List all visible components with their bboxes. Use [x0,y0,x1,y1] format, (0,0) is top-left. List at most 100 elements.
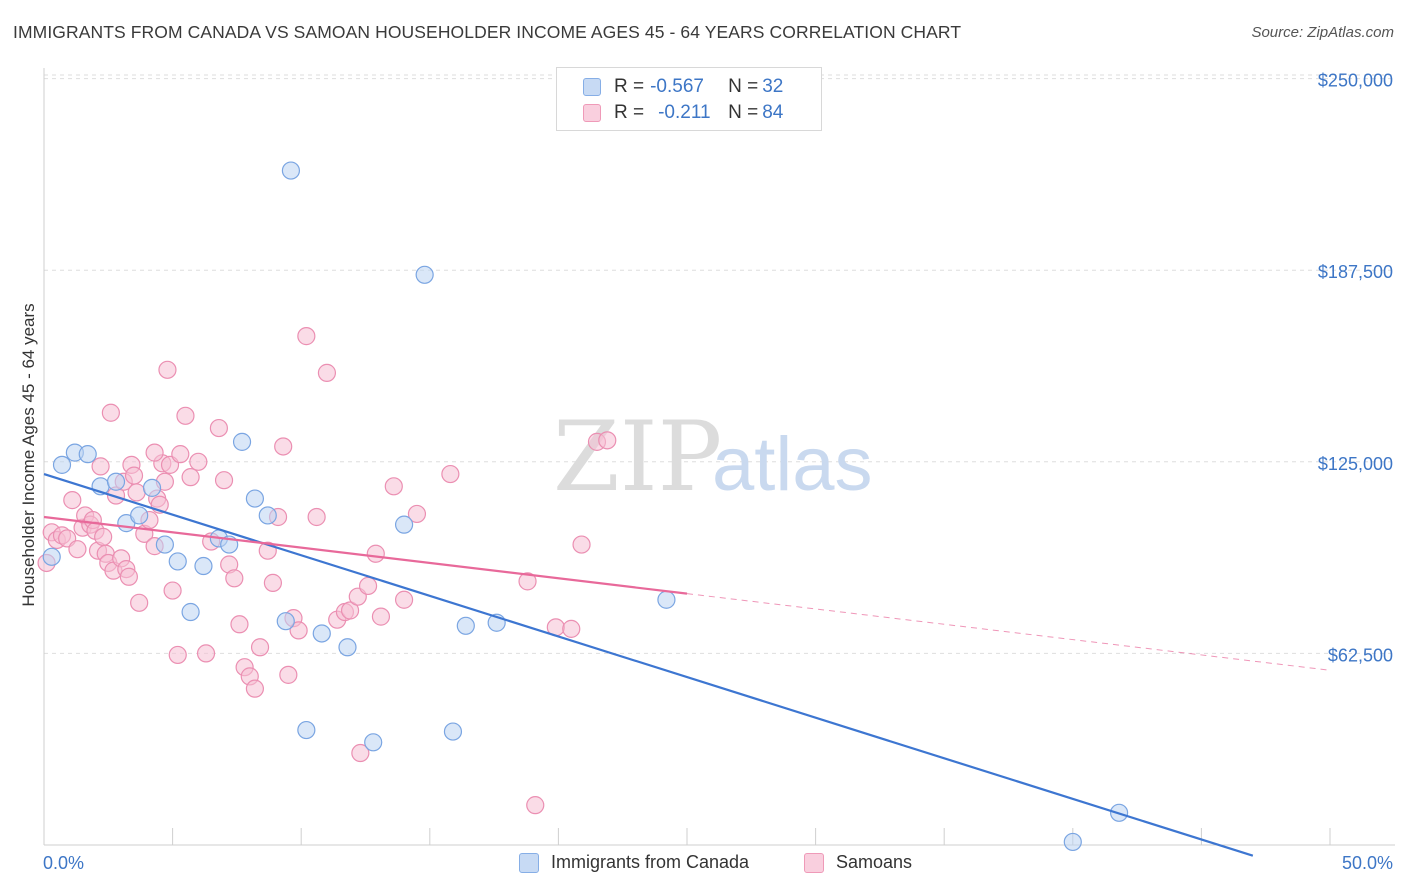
data-point [415,265,434,284]
data-point [245,679,265,698]
data-point [245,489,265,508]
data-point [168,552,187,571]
data-point [158,360,177,379]
legend-swatch-blue [583,78,601,96]
data-point [63,491,82,510]
data-point [263,573,283,592]
legend-n-value: 84 [762,102,784,123]
data-point [106,472,126,491]
data-point [52,455,72,474]
legend-row-samoans: R = -0.211 N = 84 [583,101,783,125]
legend-n-label: N = [728,76,759,97]
data-point [338,638,357,657]
gridlines [44,74,1395,654]
data-point [194,556,213,576]
data-point [364,733,383,752]
y-tick-label: $125,000 [1318,454,1393,474]
data-point [276,612,295,631]
data-point [91,457,110,476]
legend-r-label: R = [614,76,645,97]
data-point [657,590,676,609]
data-point [127,483,146,502]
data-point [274,437,293,456]
data-point [407,504,427,524]
data-point [145,443,164,462]
samoans-trend-line [43,515,688,595]
data-point [130,593,149,612]
data-point [518,572,537,591]
data-point [119,567,138,586]
data-point [163,581,182,600]
data-point [78,445,97,464]
y-tick-label: $187,500 [1318,262,1393,282]
data-point [196,644,216,663]
data-point [443,722,463,741]
data-point [42,547,61,566]
data-point [230,615,249,634]
data-point [340,601,360,620]
watermark: ZIP atlas [553,401,873,513]
legend-r-value: -0.211 [658,102,711,123]
data-point [456,616,475,635]
data-point [209,418,228,438]
data-point [384,477,403,496]
legend-swatch-pink [583,104,601,122]
data-point [142,478,162,497]
data-point [366,544,385,563]
data-point [358,576,378,596]
data-point [312,624,331,643]
legend-r-label: R = [614,102,645,123]
data-point [225,569,244,588]
data-point [68,540,87,559]
data-point [155,535,174,554]
data-point [307,507,326,527]
legend-swatch-pink [804,852,824,873]
data-point [181,602,200,622]
data-point [394,590,414,609]
y-tick-label: $250,000 [1318,71,1393,91]
bottom-legend-samoans: Samoans [804,852,912,873]
source-note: Source: ZipAtlas.com [1251,24,1394,41]
data-point [572,535,591,554]
data-point [351,743,370,763]
data-point [598,431,617,450]
data-point [94,527,113,547]
legend-series-name: Samoans [836,852,913,872]
data-point [297,327,316,346]
legend-r-value: -0.567 [650,76,704,97]
legend-n-label: N = [728,102,759,123]
data-point [101,403,120,422]
data-point [279,665,298,684]
bottom-legend-canada: Immigrants from Canada [519,852,749,873]
data-point [258,506,277,525]
data-point [562,619,581,638]
y-tick-labels: $62,500 $125,000 $187,500 $250,000 [1318,71,1393,666]
samoans-points [37,327,617,815]
data-point [371,607,391,626]
legend-series-name: Immigrants from Canada [551,852,750,872]
legend-swatch-blue [519,852,539,873]
legend-row-canada: R = -0.567 N = 32 [583,75,783,99]
data-point [189,452,208,471]
data-point [124,466,144,485]
data-point [250,638,270,657]
y-tick-label: $62,500 [1328,645,1393,665]
canada-trend-line [43,473,1254,857]
x-tick-label: 0.0% [43,853,84,873]
data-point [289,621,308,640]
legend-n-value: 32 [762,76,784,97]
data-point [130,506,149,525]
trend-lines [43,473,1331,857]
x-tick-label: 50.0% [1342,853,1393,873]
data-point [394,515,414,534]
data-point [441,464,460,484]
data-point [297,720,316,740]
chart-title: IMMIGRANTS FROM CANADA VS SAMOAN HOUSEHO… [13,22,962,42]
samoans-trend-extension [686,593,1331,671]
watermark-zip: ZIP [553,401,722,513]
data-point [181,468,200,487]
data-point [526,796,545,815]
data-point [317,363,337,382]
data-point [171,445,190,464]
